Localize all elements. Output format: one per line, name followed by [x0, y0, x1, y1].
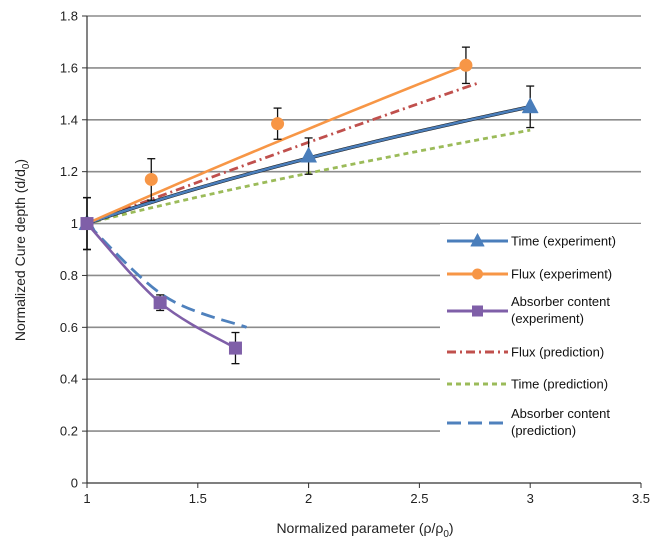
- x-tick-label: 3.5: [632, 491, 650, 506]
- y-axis-title-subscript: 0: [21, 163, 32, 169]
- axes: 0 0.2 0.4 0.6 0.8 1 1.2 1.4 1.6 1.8 1 1.5 2 2.5 3 3.5: [60, 9, 650, 507]
- legend-label-line: Flux (experiment): [511, 267, 612, 282]
- series-5: [86, 222, 248, 329]
- y-tick-label: 1.4: [60, 112, 78, 127]
- y-tick-label: 1.8: [60, 9, 78, 24]
- series-line: [86, 64, 467, 225]
- gridlines: [87, 15, 641, 432]
- legend-item: Flux (experiment): [447, 267, 612, 282]
- y-tick-label: 0: [71, 476, 78, 491]
- x-axis-title-main: Normalized parameter (ρ/ρ: [276, 520, 443, 536]
- y-axis-title-main: Normalized Cure depth (d/d: [12, 169, 28, 341]
- series-3: [86, 82, 478, 225]
- legend-label: Flux (experiment): [511, 267, 612, 282]
- legend-label-line: Time (experiment): [511, 234, 616, 249]
- data-point: [228, 341, 242, 355]
- legend-item: Time (prediction): [447, 377, 608, 392]
- legend-label: Absorber content (prediction): [511, 406, 610, 438]
- legend-background: [440, 224, 642, 446]
- legend-marker: [470, 232, 485, 247]
- legend-label-line: (prediction): [511, 423, 576, 438]
- y-tick-label: 1.6: [60, 60, 78, 75]
- y-axis-title-tail: ): [12, 159, 28, 164]
- x-tick-label: 2.5: [410, 491, 428, 506]
- legend-label: Flux (prediction): [511, 345, 604, 360]
- legend-label-line: Flux (prediction): [511, 345, 604, 360]
- y-tick-label: 1: [71, 216, 78, 231]
- y-tick-label: 1.2: [60, 164, 78, 179]
- series-line: [86, 222, 248, 329]
- data-point: [144, 172, 158, 186]
- series-line: [86, 82, 478, 225]
- y-axis-title: Normalized Cure depth (d/d0): [12, 159, 32, 341]
- legend: Time (experiment) Flux (experiment) Absorb…: [440, 224, 642, 446]
- legend-label: Absorber content (experiment): [511, 294, 610, 326]
- legend-label-line: Absorber content: [511, 406, 610, 421]
- x-tick-label: 1.5: [189, 491, 207, 506]
- x-axis-title-subscript: 0: [443, 529, 449, 540]
- series-layer: [78, 46, 539, 365]
- legend-marker: [472, 305, 483, 317]
- data-point: [300, 146, 318, 163]
- data-point: [521, 97, 539, 114]
- y-tick-label: 0.2: [60, 424, 78, 439]
- data-point: [271, 117, 285, 131]
- data-point: [153, 296, 167, 310]
- x-axis-title-tail: ): [449, 520, 454, 536]
- y-tick-label: 0.4: [60, 372, 78, 387]
- legend-label-line: Time (prediction): [511, 377, 608, 392]
- x-tick-label: 1: [83, 491, 90, 506]
- legend-label: Time (prediction): [511, 377, 608, 392]
- data-point: [459, 58, 473, 72]
- legend-item: Time (experiment): [447, 232, 616, 249]
- legend-label: Time (experiment): [511, 234, 616, 249]
- y-tick-label: 0.6: [60, 320, 78, 335]
- y-tick-label: 0.8: [60, 268, 78, 283]
- legend-label-line: Absorber content: [511, 294, 610, 309]
- legend-marker: [472, 268, 483, 280]
- x-axis-title: Normalized parameter (ρ/ρ0): [276, 520, 453, 540]
- legend-item: Absorber content (prediction): [447, 406, 610, 438]
- x-tick-label: 3: [527, 491, 534, 506]
- legend-item: Flux (prediction): [447, 345, 604, 360]
- data-point: [80, 217, 94, 231]
- legend-label-line: (experiment): [511, 311, 584, 326]
- series-2: [80, 196, 242, 365]
- x-tick-label: 2: [305, 491, 312, 506]
- legend-item: Absorber content (experiment): [447, 294, 610, 326]
